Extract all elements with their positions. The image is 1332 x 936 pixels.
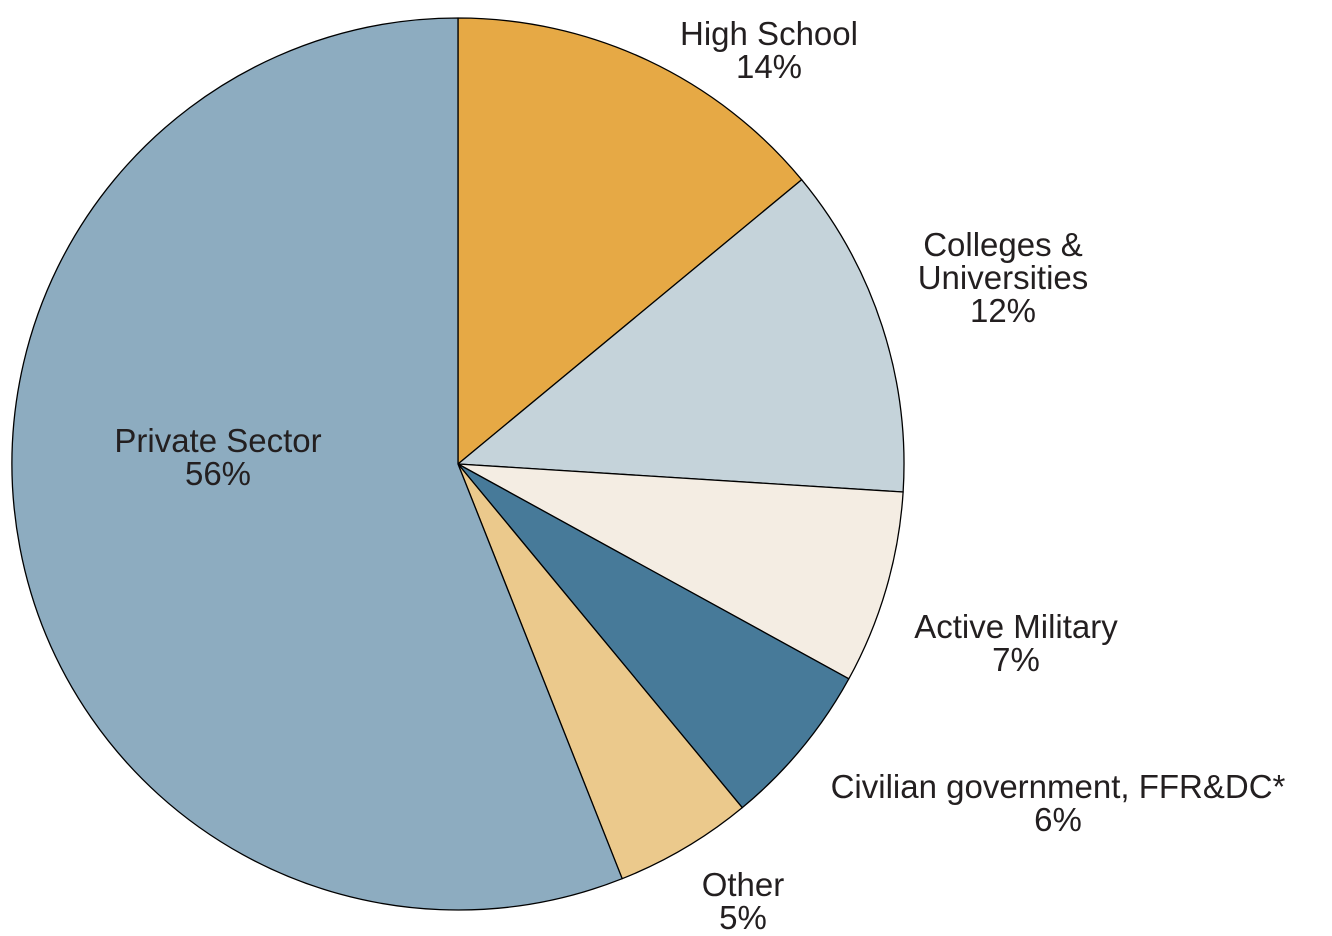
pie-slices: [11, 17, 905, 911]
slice-name-label: Colleges &: [923, 226, 1083, 263]
slice-name-label: Active Military: [914, 608, 1118, 645]
slice-value-label: 56%: [185, 455, 251, 492]
slice-name-label: Civilian government, FFR&DC*: [831, 768, 1286, 805]
slice-value-label: 12%: [970, 292, 1036, 329]
slice-value-label: 14%: [736, 48, 802, 85]
slice-label-colleges-and-universities: Colleges & Universities 12%: [918, 226, 1089, 329]
slice-name-label: Universities: [918, 259, 1089, 296]
slice-value-label: 7%: [992, 641, 1040, 678]
slice-value-label: 5%: [719, 899, 767, 936]
slice-label-civilian-government-ffranddc: Civilian government, FFR&DC* 6%: [831, 768, 1286, 838]
slice-value-label: 6%: [1034, 801, 1082, 838]
pie-slice-colleges-and-universities: [457, 179, 905, 493]
pie-slice-active-military: [457, 463, 904, 680]
slice-label-other: Other 5%: [702, 866, 785, 936]
pie-slice-private-sector: [11, 17, 623, 911]
pie-slice-civilian-government-ffranddc: [457, 463, 850, 809]
pie-slice-high-school: [457, 17, 803, 465]
slice-name-label: Private Sector: [114, 422, 321, 459]
slice-label-private-sector: Private Sector 56%: [114, 422, 321, 492]
slice-name-label: Other: [702, 866, 785, 903]
pie-labels: High School 14% Colleges & Universities 12% A…: [114, 15, 1285, 936]
slice-label-high-school: High School 14%: [680, 15, 858, 85]
slice-label-active-military: Active Military 7%: [914, 608, 1118, 678]
slice-name-label: High School: [680, 15, 858, 52]
